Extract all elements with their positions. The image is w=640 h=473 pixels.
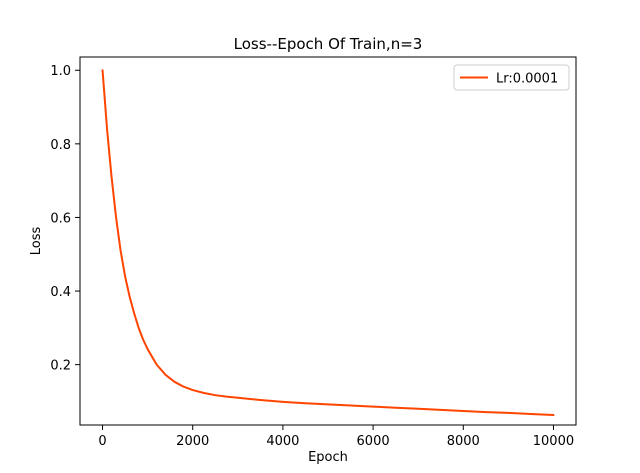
y-tick-label: 0.8 bbox=[50, 138, 71, 153]
legend: Lr:0.0001 bbox=[453, 64, 570, 91]
y-tick-label: 0.4 bbox=[50, 285, 71, 300]
plot-area: 0 2000 4000 6000 8000 10000 0.2 0.4 0.6 0.8 1.0 bbox=[50, 56, 577, 449]
x-tick-label: 10000 bbox=[533, 434, 574, 449]
x-tick-label: 2000 bbox=[176, 434, 209, 449]
x-tick-label: 6000 bbox=[357, 434, 390, 449]
x-tick-label: 4000 bbox=[266, 434, 299, 449]
y-tick-label: 0.2 bbox=[50, 359, 71, 374]
y-tick-label: 1.0 bbox=[50, 64, 71, 79]
legend-label: Lr:0.0001 bbox=[496, 72, 558, 87]
series-line-0 bbox=[101, 69, 555, 417]
chart-title: Loss--Epoch Of Train,n=3 bbox=[234, 35, 423, 53]
axes-frame bbox=[79, 56, 577, 426]
y-tick-label: 0.6 bbox=[50, 211, 71, 226]
y-axis-label: Loss bbox=[29, 227, 44, 256]
x-tick-label: 8000 bbox=[447, 434, 480, 449]
legend-box bbox=[453, 64, 570, 91]
x-tick-label: 0 bbox=[98, 434, 106, 449]
x-axis-label: Epoch bbox=[308, 450, 348, 465]
